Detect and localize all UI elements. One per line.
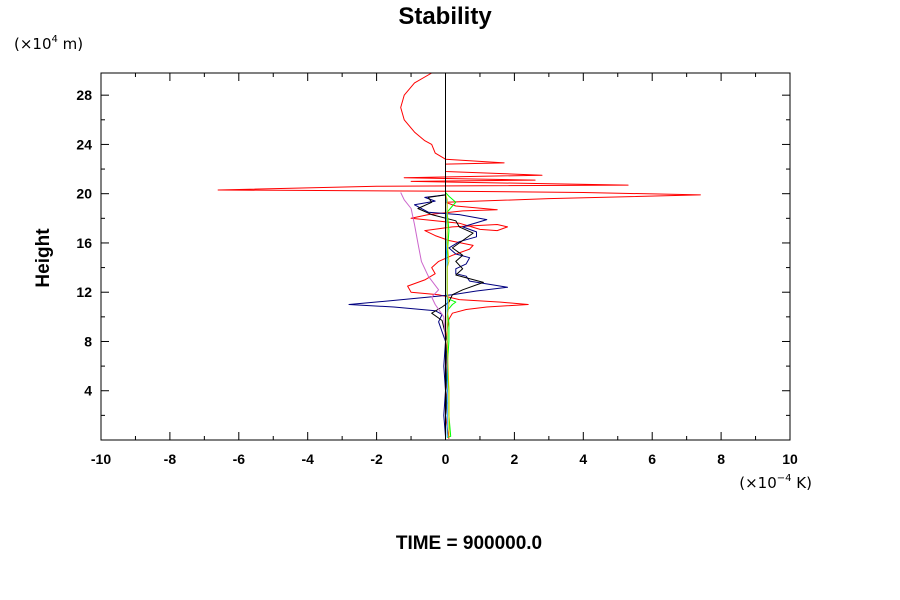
x-tick-label: 2 <box>511 451 519 467</box>
series-line-3 <box>417 194 484 437</box>
x-tick-label: 10 <box>782 451 798 467</box>
x-tick-label: -8 <box>164 451 177 467</box>
y-tick-label: 16 <box>76 235 92 251</box>
x-tick-label: -6 <box>233 451 246 467</box>
y-tick-label: 12 <box>76 284 92 300</box>
series-layer <box>217 72 701 439</box>
x-tick-label: 6 <box>648 451 656 467</box>
y-tick-label: 4 <box>84 383 92 399</box>
x-tick-label: 0 <box>442 451 450 467</box>
chart-title: Stability <box>398 3 492 30</box>
tick-marks <box>100 73 791 440</box>
y-tick-label: 28 <box>76 87 92 103</box>
x-axis-unit: (×10−4 K) <box>739 473 812 492</box>
series-line-1 <box>217 72 701 439</box>
y-tick-label: 20 <box>76 186 92 202</box>
x-tick-label: -4 <box>301 451 314 467</box>
y-tick-label: 24 <box>76 136 92 152</box>
x-tick-label: 4 <box>579 451 587 467</box>
x-tick-label: -2 <box>370 451 383 467</box>
y-tick-label: 8 <box>84 333 92 349</box>
x-tick-label: 8 <box>717 451 725 467</box>
x-tick-label: -10 <box>91 451 111 467</box>
y-axis-label: Height <box>33 228 54 288</box>
time-label: TIME = 900000.0 <box>396 533 542 554</box>
series-line-7 <box>445 193 450 438</box>
series-line-2 <box>348 194 508 437</box>
y-axis-unit: (×104 m) <box>14 34 83 53</box>
